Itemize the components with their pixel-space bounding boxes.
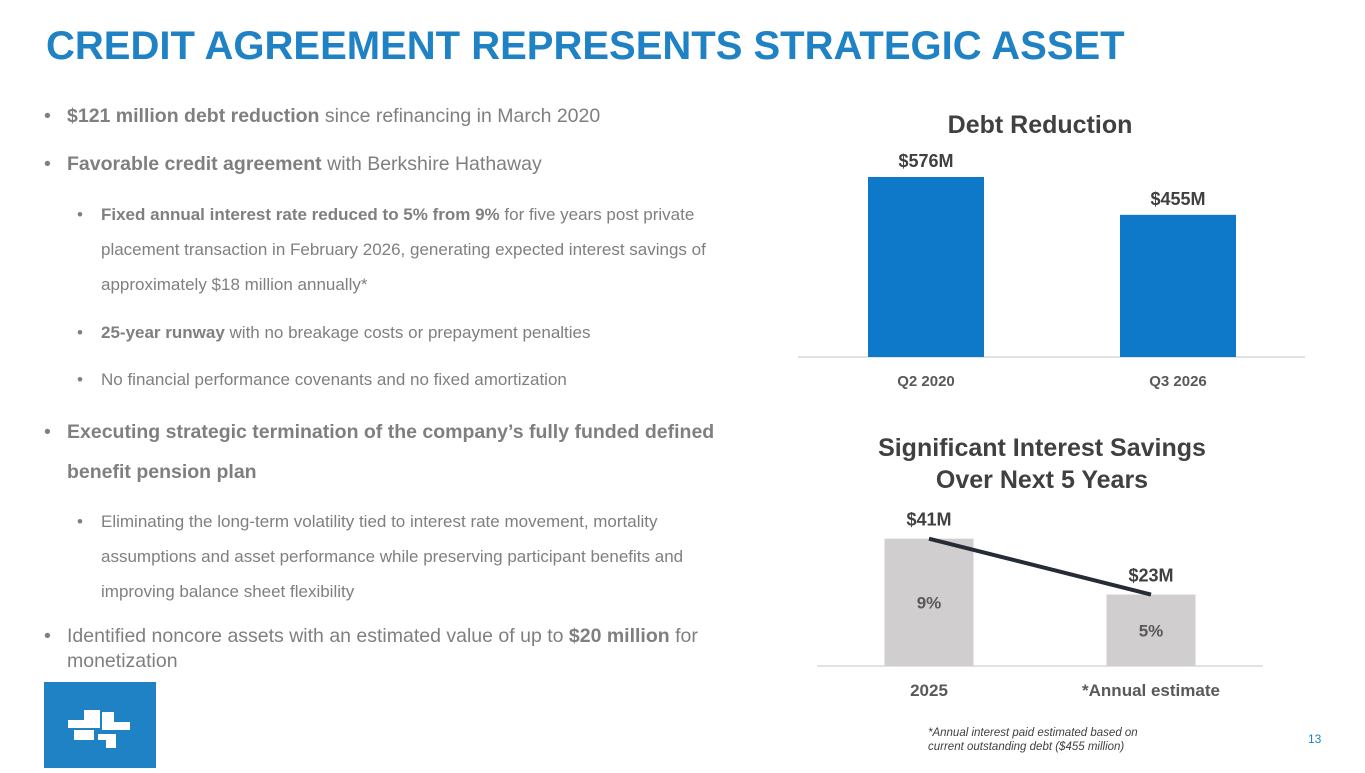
interest-bar-label: $23M (1128, 566, 1173, 586)
bullet-dot: • (44, 153, 51, 175)
bullet-bold: Favorable credit agreement (67, 153, 322, 175)
bullet-text: for monetization (67, 625, 698, 672)
debt-category-label: Q2 2020 (897, 373, 955, 390)
footnote-line2: current outstanding debt ($455 million) (928, 741, 1125, 753)
bullet-bold: Executing strategic termination of the c… (67, 421, 715, 483)
bullet-text: with Berkshire Hathaway (321, 153, 542, 175)
interest-trend-line (928, 536, 1152, 597)
bullet-dot: • (77, 323, 83, 342)
footnote: *Annual interest paid estimated based on… (928, 726, 1138, 754)
debt-category-label: Q3 2026 (1149, 373, 1207, 390)
debt-bar (868, 177, 984, 357)
bullet-dot: • (44, 421, 51, 443)
subbullet-covenants: • No financial performance covenants and… (77, 362, 757, 397)
bullet-dot: • (77, 512, 83, 531)
page-number: 13 (1308, 732, 1322, 746)
bullet-debt-reduction: • $121 million debt reduction since refi… (44, 98, 744, 134)
company-logo (44, 682, 156, 768)
interest-bar-inner-label: 9% (917, 593, 942, 612)
bullet-bold: $20 million (568, 625, 670, 647)
interest-bar-label: $41M (906, 510, 951, 530)
bullet-noncore-assets: • Identified noncore assets with an esti… (44, 624, 734, 674)
bullet-text: Identified noncore assets with an estima… (67, 625, 569, 647)
debt-reduction-chart: $576M Q2 2020 $455M Q3 2026 (798, 151, 1305, 390)
interest-chart-title: Significant Interest Savings Over Next 5… (842, 432, 1242, 496)
footnote-line1: *Annual interest paid estimated based on (928, 727, 1138, 739)
interest-category-label: 2025 (910, 681, 948, 700)
interest-chart-title-line2: Over Next 5 Years (935, 466, 1149, 494)
interest-bar (884, 538, 974, 666)
subbullet-runway: • 25-year runway with no breakage costs … (77, 315, 757, 350)
bullet-bold: 25-year runway (101, 323, 225, 342)
debt-bar (1120, 214, 1236, 357)
interest-savings-chart: 9% $41M 2025 5% $23M *Annual estimate (817, 510, 1263, 700)
subbullet-interest-rate: • Fixed annual interest rate reduced to … (77, 197, 743, 302)
debt-bar-label: $455M (1150, 189, 1205, 209)
bullet-dot: • (77, 370, 83, 389)
interest-category-label: *Annual estimate (1082, 681, 1220, 700)
bullet-dot: • (44, 625, 51, 647)
bullet-bold: Fixed annual interest rate reduced to 5%… (101, 205, 500, 224)
bullet-text: since refinancing in March 2020 (319, 105, 601, 127)
bullet-pension-plan: • Executing strategic termination of the… (44, 412, 754, 492)
interest-bar-inner-label: 5% (1139, 621, 1164, 640)
bullet-bold: $121 million debt reduction (67, 105, 320, 127)
debt-bar-label: $576M (898, 151, 953, 171)
bullet-text: with no breakage costs or prepayment pen… (224, 323, 591, 342)
bullet-credit-agreement: • Favorable credit agreement with Berksh… (44, 146, 744, 182)
bullet-dot: • (77, 205, 83, 224)
debt-chart-title: Debt Reduction (947, 111, 1133, 139)
bullet-text: for five years post private placement tr… (101, 205, 706, 294)
bullet-dot: • (44, 105, 51, 127)
bullet-text: Eliminating the long-term volatility tie… (101, 512, 684, 601)
logo-mark-icon (68, 710, 130, 748)
interest-bar (1106, 594, 1196, 666)
interest-chart-title-line1: Significant Interest Savings (878, 434, 1206, 462)
subbullet-volatility: • Eliminating the long-term volatility t… (77, 504, 697, 609)
bullet-text: No financial performance covenants and n… (101, 370, 567, 389)
page-title: CREDIT AGREEMENT REPRESENTS STRATEGIC AS… (46, 24, 1125, 68)
